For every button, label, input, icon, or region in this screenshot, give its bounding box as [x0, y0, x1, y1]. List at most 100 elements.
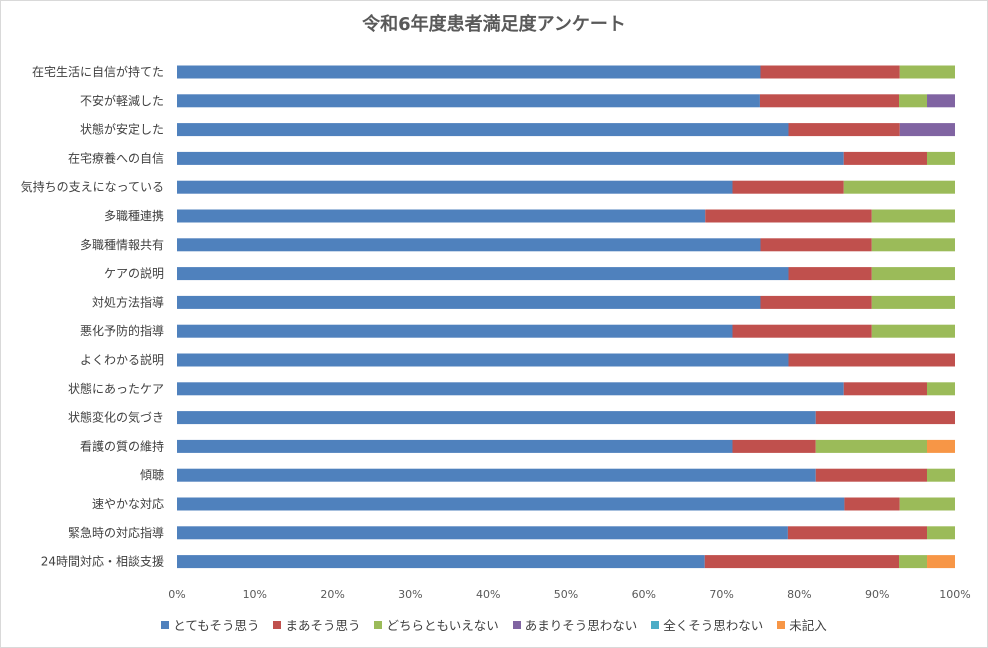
- bar-segment: [926, 468, 955, 482]
- bar-segment: [843, 180, 955, 194]
- bar-segment: [177, 468, 816, 482]
- category-label: 状態にあったケア: [68, 381, 164, 396]
- bar-segment: [177, 65, 761, 79]
- category-label: 対処方法指導: [92, 294, 164, 309]
- legend-swatch: [273, 620, 282, 629]
- bar-segment: [788, 353, 955, 367]
- bar-segment: [177, 411, 816, 425]
- legend-swatch: [777, 620, 786, 629]
- chart-legend: とてもそう思う まあそう思う どちらともいえない あまりそう思わない 全くそう思わない 未…: [0, 615, 988, 634]
- x-tick-label: 40%: [476, 588, 500, 601]
- legend-label: まあそう思う: [285, 618, 361, 633]
- bar-segment: [788, 123, 900, 137]
- bar-segment: [705, 209, 872, 223]
- x-tick-label: 30%: [398, 588, 422, 601]
- category-label: 在宅生活に自信が持てた: [32, 64, 164, 79]
- category-label: よくわかる説明: [80, 352, 164, 367]
- legend-label: 未記入: [789, 618, 827, 633]
- legend-item: まあそう思う: [273, 615, 360, 634]
- category-label: 多職種連携: [104, 208, 164, 223]
- legend-label: あまりそう思わない: [524, 618, 638, 633]
- category-label: 傾聴: [140, 468, 164, 482]
- bar-segment: [177, 439, 733, 453]
- category-label: 看護の質の維持: [80, 438, 164, 453]
- category-label: 状態が安定した: [80, 122, 164, 137]
- bar-segment: [815, 411, 955, 425]
- bar-segment: [815, 468, 927, 482]
- legend-item: あまりそう思わない: [512, 615, 638, 634]
- bar-segment: [759, 94, 900, 108]
- bar-segment: [177, 267, 789, 281]
- bar-segment: [732, 324, 872, 338]
- legend-item: 全くそう思わない: [651, 615, 763, 634]
- bar-segment: [927, 526, 955, 540]
- bar-segment: [760, 238, 872, 252]
- category-label: 24時間対応・相談支援: [41, 554, 164, 569]
- legend-item: 未記入: [777, 615, 827, 634]
- bar-segment: [926, 151, 955, 165]
- bar-segment: [871, 238, 955, 252]
- bar-segment: [177, 238, 761, 252]
- bar-segment: [732, 180, 844, 194]
- bar-segment: [844, 497, 900, 511]
- bar-segment: [177, 180, 733, 194]
- bar-segment: [899, 94, 928, 108]
- x-tick-label: 0%: [168, 588, 185, 601]
- bar-segment: [927, 94, 955, 108]
- legend-swatch: [161, 620, 170, 629]
- x-tick-label: 90%: [865, 588, 889, 601]
- bar-segment: [899, 555, 928, 569]
- chart-title: 令和6年度患者満足度アンケート: [362, 14, 626, 35]
- x-tick-label: 70%: [709, 588, 733, 601]
- bar-segment: [843, 151, 927, 165]
- bar-segment: [177, 123, 789, 137]
- legend-swatch: [512, 620, 521, 629]
- legend-swatch: [374, 620, 383, 629]
- category-label: 在宅療養への自信: [68, 150, 164, 165]
- bar-segment: [871, 324, 955, 338]
- bar-segment: [899, 123, 955, 137]
- x-tick-label: 100%: [939, 588, 970, 601]
- bar-segment: [177, 295, 761, 309]
- bar-segment: [732, 439, 816, 453]
- bar-segment: [177, 526, 788, 540]
- bar-segment: [177, 382, 844, 396]
- bar-segment: [871, 267, 955, 281]
- bar-segment: [177, 209, 706, 223]
- legend-item: どちらともいえない: [374, 615, 499, 634]
- bar-segment: [926, 439, 955, 453]
- bar-segment: [899, 497, 955, 511]
- bar-segment: [760, 295, 872, 309]
- bar-segment: [787, 526, 928, 540]
- bar-segment: [704, 555, 900, 569]
- category-label: 速やかな対応: [92, 497, 164, 511]
- legend-label: とてもそう思う: [173, 618, 260, 633]
- legend-item: とてもそう思う: [161, 615, 259, 634]
- x-tick-label: 50%: [554, 588, 578, 601]
- bar-segment: [871, 295, 955, 309]
- legend-swatch: [651, 620, 660, 629]
- x-tick-label: 20%: [320, 588, 344, 601]
- bar-segment: [927, 555, 955, 569]
- category-label: 多職種情報共有: [80, 238, 164, 252]
- category-label: 緊急時の対応指導: [68, 525, 164, 540]
- bar-segment: [815, 439, 927, 453]
- bar-segment: [177, 151, 844, 165]
- bar-segment: [177, 94, 760, 108]
- bar-segment: [177, 555, 705, 569]
- x-tick-label: 80%: [787, 588, 811, 601]
- bar-segment: [177, 497, 845, 511]
- x-tick-label: 10%: [243, 588, 267, 601]
- category-label: ケアの説明: [104, 266, 164, 281]
- legend-label: 全くそう思わない: [663, 618, 764, 633]
- bar-segment: [760, 65, 900, 79]
- category-label: 気持ちの支えになっている: [21, 179, 164, 194]
- bar-segment: [843, 382, 927, 396]
- category-label: 悪化予防的指導: [80, 323, 164, 338]
- bar-segment: [926, 382, 955, 396]
- bar-segment: [177, 353, 789, 367]
- category-label: 状態変化の気づき: [68, 410, 164, 425]
- bar-segment: [871, 209, 955, 223]
